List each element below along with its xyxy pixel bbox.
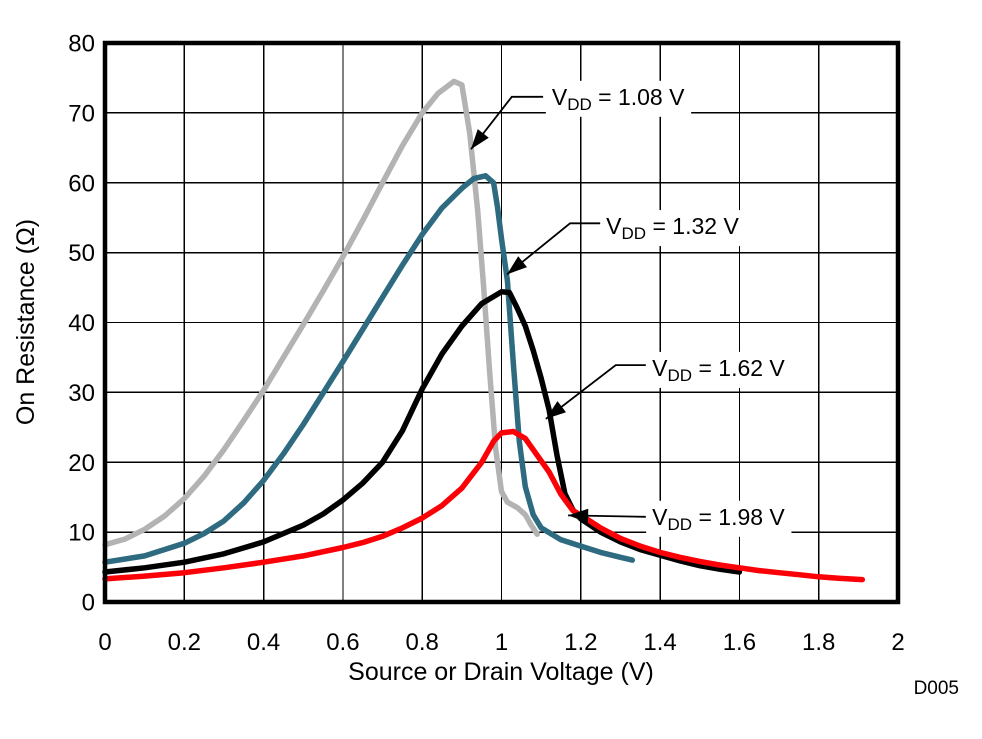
annotation-arrowhead xyxy=(545,401,567,419)
x-tick-label: 0.8 xyxy=(406,629,439,656)
x-tick-label: 1.8 xyxy=(802,629,835,656)
annotation-label: VDD = 1.98 V xyxy=(652,504,785,534)
y-tick-label: 0 xyxy=(82,590,95,617)
series-layer xyxy=(102,78,866,583)
curve-vdd-1.98 xyxy=(102,428,866,583)
y-tick-label: 20 xyxy=(68,450,95,477)
ann-vdd-1.98: VDD = 1.98 V xyxy=(568,500,792,537)
x-tick-label: 2 xyxy=(891,629,904,656)
y-axis-title: On Resistance (Ω) xyxy=(12,219,40,425)
curve-vdd-1.32 xyxy=(102,173,636,565)
x-tick-label: 0 xyxy=(98,629,111,656)
y-tick-label: 50 xyxy=(68,240,95,267)
ann-vdd-1.32: VDD = 1.32 V xyxy=(506,210,746,275)
x-tick-labels: 0 0.2 0.4 0.6 0.8 1 1.2 1.4 1.6 1.8 2 xyxy=(98,629,904,656)
annotation-label: VDD = 1.32 V xyxy=(606,213,739,243)
x-tick-label: 1.4 xyxy=(643,629,676,656)
annotation-label-background xyxy=(646,500,792,537)
x-tick-label: 0.4 xyxy=(247,629,280,656)
curve-vdd-1.08 xyxy=(102,78,540,548)
x-tick-label: 1 xyxy=(495,629,508,656)
annotation-arrowhead xyxy=(470,129,489,150)
annotation-arrowhead xyxy=(568,508,589,523)
annotation-label-background xyxy=(600,210,746,247)
y-tick-label: 80 xyxy=(68,31,95,58)
x-tick-label: 1.6 xyxy=(723,629,756,656)
ann-vdd-1.62: VDD = 1.62 V xyxy=(545,351,792,420)
x-axis-title: Source or Drain Voltage (V) xyxy=(348,658,654,686)
annotation-label: VDD = 1.62 V xyxy=(652,355,785,385)
y-tick-label: 10 xyxy=(68,520,95,547)
y-tick-labels: 0 10 20 30 40 50 60 70 80 xyxy=(68,31,95,617)
y-tick-label: 60 xyxy=(68,170,95,197)
curve-vdd-1.62 xyxy=(102,289,743,575)
annotation-leader-line xyxy=(545,364,646,420)
annotation-label-background xyxy=(646,351,792,388)
annotation-label-background xyxy=(545,80,692,117)
annotations-layer: VDD = 1.08 V VDD = 1.32 V VDD = 1.62 V VDD … xyxy=(470,80,792,537)
plot-border xyxy=(102,40,901,605)
annotation-leader-line xyxy=(506,222,601,275)
y-tick-label: 30 xyxy=(68,380,95,407)
annotation-arrowhead xyxy=(507,256,528,275)
x-tick-label: 0.2 xyxy=(168,629,201,656)
annotation-label: VDD = 1.08 V xyxy=(552,84,685,114)
x-tick-label: 0.6 xyxy=(326,629,359,656)
y-tick-label: 70 xyxy=(68,100,95,127)
x-tick-label: 1.2 xyxy=(564,629,597,656)
ann-vdd-1.08: VDD = 1.08 V xyxy=(470,80,692,150)
watermark-d005: D005 xyxy=(914,678,959,699)
y-tick-label: 40 xyxy=(68,310,95,337)
annotation-leader-line xyxy=(470,95,544,150)
